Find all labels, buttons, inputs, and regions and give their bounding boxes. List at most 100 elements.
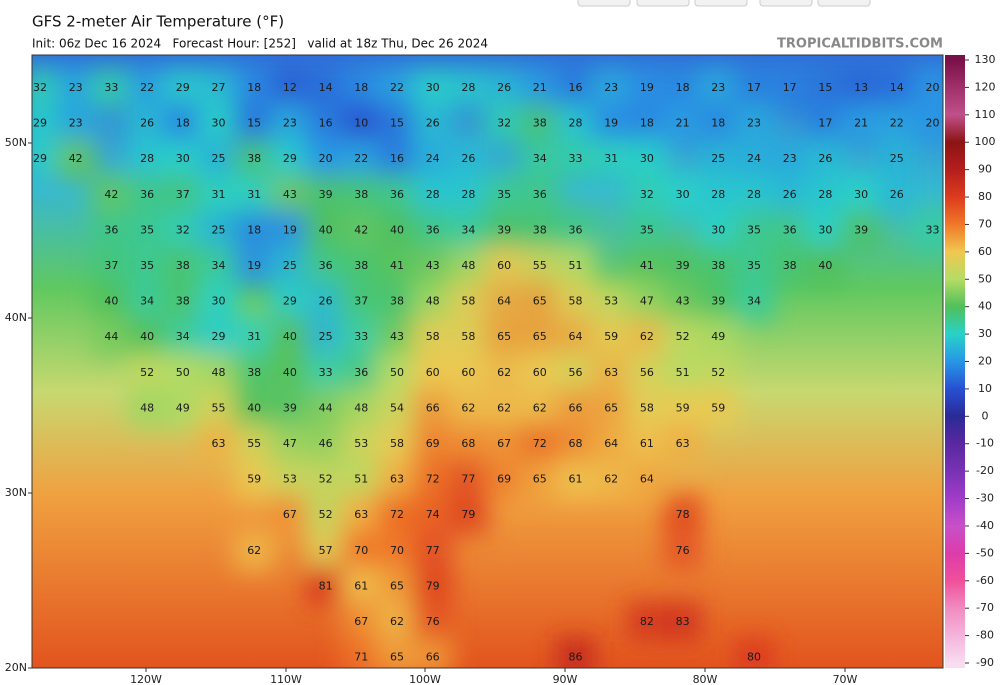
temperature-cell <box>412 388 453 429</box>
lat-label: 30N <box>5 486 27 499</box>
station-value: 26 <box>497 81 511 94</box>
station-value: 48 <box>212 366 226 379</box>
lon-label: 80W <box>693 673 718 685</box>
station-value: 59 <box>604 330 618 343</box>
temperature-cell <box>198 246 239 286</box>
temperature-cell <box>769 174 810 215</box>
temperature-cell <box>591 424 632 464</box>
station-value: 40 <box>283 330 297 343</box>
station-value: 26 <box>319 295 333 308</box>
station-value: 55 <box>212 401 226 414</box>
temperature-cell <box>769 139 810 180</box>
station-value: 36 <box>104 223 118 236</box>
temperature-cell <box>662 495 703 536</box>
station-value: 33 <box>354 330 368 343</box>
station-value: 41 <box>640 259 654 272</box>
toolbar-button[interactable] <box>817 0 871 7</box>
station-value: 43 <box>283 188 297 201</box>
station-value: 62 <box>461 401 475 414</box>
station-value: 29 <box>283 152 297 165</box>
temperature-cell <box>198 210 239 251</box>
station-value: 28 <box>747 188 761 201</box>
temperature-cell <box>377 352 417 393</box>
station-value: 28 <box>461 188 475 201</box>
station-value: 17 <box>783 81 797 94</box>
temperature-cell <box>519 424 560 464</box>
colorbar-label: 10 <box>978 382 992 395</box>
toolbar-button[interactable] <box>694 0 748 7</box>
temperature-cell <box>448 174 489 215</box>
station-value: 38 <box>247 366 261 379</box>
station-value: 26 <box>890 188 904 201</box>
station-value: 65 <box>533 330 547 343</box>
temperature-cell <box>484 68 525 108</box>
temperature-cell <box>448 459 489 500</box>
toolbar-button[interactable] <box>759 0 813 7</box>
temperature-cell <box>698 281 739 322</box>
station-value: 23 <box>711 81 725 94</box>
temperature-cell <box>734 68 774 108</box>
toolbar-button[interactable] <box>577 0 631 7</box>
temperature-cell <box>377 495 417 536</box>
station-value: 86 <box>569 651 583 664</box>
temperature-cell <box>912 103 943 144</box>
station-value: 55 <box>247 437 261 450</box>
temperature-cell <box>841 210 882 251</box>
lon-label: 100W <box>409 673 441 685</box>
temperature-cell <box>127 246 168 286</box>
station-value: 52 <box>711 366 725 379</box>
station-value: 25 <box>890 152 904 165</box>
source-credit: TROPICALTIDBITS.COM <box>777 37 943 52</box>
temperature-cell <box>698 103 739 144</box>
temperature-cell <box>269 281 310 322</box>
station-value: 18 <box>711 117 725 130</box>
temperature-cell <box>412 566 453 607</box>
station-value: 64 <box>569 330 583 343</box>
temperature-cell <box>412 68 453 108</box>
temperature-cell <box>127 317 168 358</box>
colorbar-label: -40 <box>976 519 994 532</box>
temperature-cell <box>269 317 310 358</box>
station-value: 38 <box>390 295 404 308</box>
temperature-cell <box>448 424 489 464</box>
station-value: 44 <box>319 401 333 414</box>
station-value: 26 <box>818 152 832 165</box>
station-value: 72 <box>533 437 547 450</box>
temperature-cell <box>234 459 275 500</box>
temperature-cell <box>341 103 382 144</box>
colorbar-label: -90 <box>976 656 994 669</box>
temperature-cell <box>876 139 917 180</box>
temperature-cell <box>841 103 882 144</box>
station-value: 20 <box>926 117 940 130</box>
station-value: 19 <box>604 117 618 130</box>
station-value: 12 <box>283 81 297 94</box>
temperature-cell <box>341 602 382 642</box>
colorbar-label: 30 <box>978 327 992 340</box>
temperature-cell <box>412 210 453 251</box>
station-value: 59 <box>711 401 725 414</box>
colorbar-label: 100 <box>975 135 996 148</box>
temperature-cell <box>626 210 667 251</box>
temperature-cell <box>555 103 596 144</box>
station-value: 62 <box>604 473 618 486</box>
temperature-cell <box>698 139 739 180</box>
station-value: 22 <box>354 152 368 165</box>
toolbar-button[interactable] <box>636 0 690 7</box>
temperature-cell <box>377 530 417 571</box>
station-value: 58 <box>461 330 475 343</box>
station-value: 37 <box>354 295 368 308</box>
temperature-cell <box>127 103 168 144</box>
temperature-cell <box>91 246 132 286</box>
colorbar-label: 60 <box>978 245 992 258</box>
station-value: 28 <box>140 152 154 165</box>
temperature-cell <box>127 210 168 251</box>
station-value: 16 <box>569 81 583 94</box>
temperature-cell <box>448 388 489 429</box>
temperature-cell <box>591 281 632 322</box>
toolbar <box>577 0 871 7</box>
temperature-cell <box>734 139 774 180</box>
temperature-cell <box>769 210 810 251</box>
station-value: 26 <box>140 117 154 130</box>
lat-label: 20N <box>5 661 27 674</box>
temperature-cell <box>377 459 417 500</box>
